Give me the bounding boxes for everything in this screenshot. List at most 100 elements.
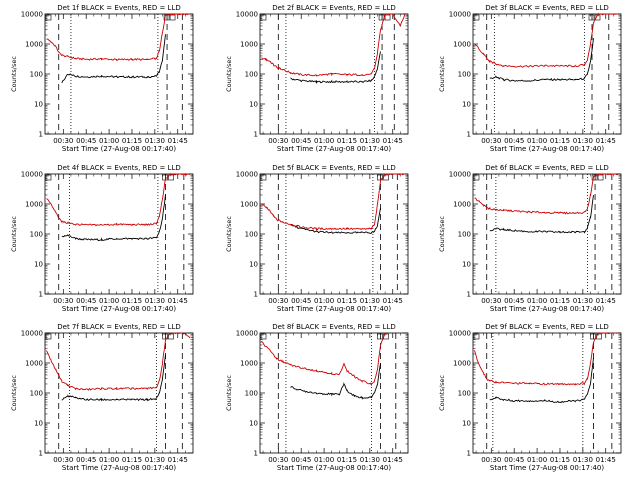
corner-marker <box>588 14 595 21</box>
detector-panel-3: Det 3f BLACK = Events, RED = LLD 1 10 100 10… <box>438 4 622 153</box>
x-tick-label: 01:15 <box>550 456 570 464</box>
panel-title: Det 2f BLACK = Events, RED = LLD <box>272 4 395 12</box>
corner-marker <box>168 333 174 340</box>
x-tick-label: 01:15 <box>122 297 142 305</box>
y-axis-label: Counts/sec <box>438 56 446 92</box>
events-series-line <box>61 194 166 241</box>
y-axis-label: Counts/sec <box>225 216 233 252</box>
plot-frame <box>44 173 194 295</box>
x-tick-label: 01:30 <box>360 456 380 464</box>
x-tick-label: 01:45 <box>383 137 403 145</box>
x-tick-label: 00:30 <box>268 297 288 305</box>
y-tick-label: 10000 <box>449 11 471 19</box>
detector-panel-1: Det 1f BLACK = Events, RED = LLD 1 10 100 10… <box>10 4 194 153</box>
y-tick-label: 100 <box>30 71 43 79</box>
lld-series-line <box>261 173 405 231</box>
detector-panel-6: Det 6f BLACK = Events, RED = LLD 1 10 100 10… <box>438 164 622 313</box>
corner-marker <box>260 174 267 181</box>
x-tick-label: 00:30 <box>268 137 288 145</box>
detector-panel-5: Det 5f BLACK = Events, RED = LLD 1 10 100 10… <box>225 164 409 313</box>
y-tick-label: 1000 <box>240 201 258 209</box>
y-tick-label: 1 <box>254 450 258 458</box>
x-tick-label: 01:30 <box>573 297 593 305</box>
x-axis-label: Start Time (27-Aug-08 00:17:40) <box>62 464 176 472</box>
plot-frame <box>44 13 194 135</box>
x-tick-label: 01:45 <box>383 297 403 305</box>
y-tick-label: 100 <box>245 390 258 398</box>
y-tick-label: 10 <box>249 261 258 269</box>
y-tick-label: 10 <box>462 101 471 109</box>
x-tick-label: 00:30 <box>268 456 288 464</box>
x-axis-label: Start Time (27-Aug-08 00:17:40) <box>490 145 604 153</box>
x-tick-label: 01:30 <box>145 456 165 464</box>
y-tick-label: 100 <box>458 390 471 398</box>
x-tick-label: 00:30 <box>481 456 501 464</box>
y-tick-label: 10000 <box>449 171 471 179</box>
x-tick-label: 00:45 <box>76 456 96 464</box>
x-tick-label: 00:30 <box>53 137 73 145</box>
y-tick-label: 1000 <box>25 201 43 209</box>
x-tick-label: 01:30 <box>360 297 380 305</box>
x-tick-label: 00:45 <box>504 137 524 145</box>
corner-marker <box>591 174 598 181</box>
y-tick-label: 1 <box>467 131 471 139</box>
y-tick-label: 1000 <box>453 360 471 368</box>
x-tick-label: 00:45 <box>291 137 311 145</box>
y-tick-label: 100 <box>245 71 258 79</box>
x-tick-label: 01:15 <box>122 456 142 464</box>
x-axis-label: Start Time (27-Aug-08 00:17:40) <box>490 305 604 313</box>
x-tick-label: 00:30 <box>481 137 501 145</box>
y-tick-label: 10 <box>462 261 471 269</box>
y-tick-label: 100 <box>458 71 471 79</box>
panel-title: Det 3f BLACK = Events, RED = LLD <box>485 4 608 12</box>
x-tick-label: 00:30 <box>53 297 73 305</box>
detector-panel-9: Det 9f BLACK = Events, RED = LLD 1 10 100 10… <box>438 323 622 472</box>
x-tick-label: 01:00 <box>527 456 547 464</box>
y-tick-label: 10 <box>34 101 43 109</box>
x-tick-label: 00:30 <box>481 297 501 305</box>
lld-series-line <box>46 13 190 61</box>
x-tick-label: 01:15 <box>550 137 570 145</box>
x-axis-label: Start Time (27-Aug-08 00:17:40) <box>277 145 391 153</box>
y-tick-label: 1 <box>254 291 258 299</box>
x-tick-label: 01:45 <box>596 137 616 145</box>
y-tick-label: 10 <box>249 420 258 428</box>
lld-series-line <box>46 173 191 227</box>
panel-title: Det 9f BLACK = Events, RED = LLD <box>485 323 608 331</box>
x-tick-label: 01:45 <box>168 137 188 145</box>
lld-series-line <box>261 332 386 387</box>
x-axis-label: Start Time (27-Aug-08 00:17:40) <box>490 464 604 472</box>
x-tick-label: 00:45 <box>504 297 524 305</box>
x-tick-label: 01:15 <box>122 137 142 145</box>
x-tick-label: 00:45 <box>76 137 96 145</box>
lld-series-line <box>474 12 618 68</box>
y-tick-label: 100 <box>245 231 258 239</box>
detector-panel-2: Det 2f BLACK = Events, RED = LLD 1 10 100 10… <box>225 4 409 153</box>
y-tick-label: 1 <box>467 291 471 299</box>
y-axis-label: Counts/sec <box>438 216 446 252</box>
corner-marker <box>45 14 52 21</box>
y-axis-label: Counts/sec <box>225 375 233 411</box>
panel-title: Det 5f BLACK = Events, RED = LLD <box>272 164 395 172</box>
corner-marker <box>590 333 596 340</box>
events-series-line <box>61 354 166 402</box>
y-tick-label: 1 <box>39 450 43 458</box>
panel-title: Det 1f BLACK = Events, RED = LLD <box>57 4 180 12</box>
y-tick-label: 1000 <box>453 201 471 209</box>
y-tick-label: 10000 <box>236 171 258 179</box>
y-tick-label: 10000 <box>21 171 43 179</box>
x-axis-label: Start Time (27-Aug-08 00:17:40) <box>277 464 391 472</box>
x-tick-label: 01:00 <box>314 137 334 145</box>
detector-panel-4: Det 4f BLACK = Events, RED = LLD 1 10 100 10… <box>10 164 194 313</box>
y-tick-label: 1000 <box>25 360 43 368</box>
y-tick-label: 10000 <box>21 330 43 338</box>
x-tick-label: 01:30 <box>573 137 593 145</box>
y-axis-label: Counts/sec <box>10 216 18 252</box>
x-tick-label: 01:45 <box>596 297 616 305</box>
y-tick-label: 10000 <box>236 11 258 19</box>
lld-series-line <box>261 13 406 77</box>
y-tick-label: 10000 <box>21 11 43 19</box>
y-tick-label: 1000 <box>240 360 258 368</box>
y-tick-label: 100 <box>30 231 43 239</box>
x-tick-label: 01:15 <box>337 137 357 145</box>
